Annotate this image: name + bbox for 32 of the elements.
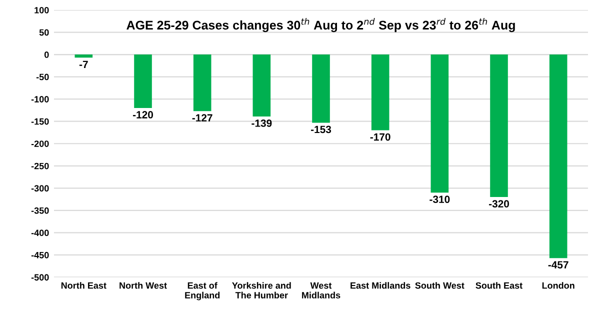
y-tick-label: -450	[31, 252, 49, 258]
data-label: -310	[430, 196, 450, 204]
y-tick-label: -200	[31, 140, 49, 147]
data-label: -7	[79, 60, 88, 68]
data-label: -139	[252, 120, 272, 127]
data-label: -320	[488, 200, 509, 208]
x-tick-label: North West	[120, 282, 167, 289]
data-label: -153	[310, 126, 332, 134]
x-tick-label: East of England	[185, 282, 220, 300]
data-label: -170	[370, 133, 390, 141]
data-label: -457	[548, 261, 568, 268]
x-tick-label: Yorkshire and The Humber	[232, 282, 291, 298]
data-label: -127	[192, 114, 212, 122]
y-tick-label: -400	[31, 230, 49, 236]
y-tick-label: -50	[36, 74, 49, 80]
y-tick-label: 100	[34, 6, 49, 14]
x-tick-label: West Midlands	[302, 282, 340, 298]
y-tick-label: -500	[31, 274, 49, 281]
y-tick-label: 50	[39, 29, 49, 36]
x-tick-label: South West	[415, 282, 464, 289]
y-tick-label: -100	[31, 96, 49, 102]
data-label: -120	[132, 111, 153, 118]
x-tick-label: East Midlands	[350, 282, 410, 289]
x-tick-label: London	[542, 282, 574, 289]
chart-title: AGE 25-29 Cases changes 30$^{th}$ Aug to 2$^{nd}$ Sep vs 23$^{rd}$ to 26$^{th}$ Aug	[126, 18, 515, 32]
y-tick-label: -150	[31, 118, 49, 125]
y-tick-label: -350	[31, 207, 49, 214]
y-tick-label: -300	[31, 185, 49, 192]
x-tick-label: South East	[476, 282, 522, 289]
y-tick-label: 0	[44, 52, 49, 58]
x-tick-label: North East	[61, 282, 106, 289]
y-tick-label: -250	[31, 162, 49, 170]
